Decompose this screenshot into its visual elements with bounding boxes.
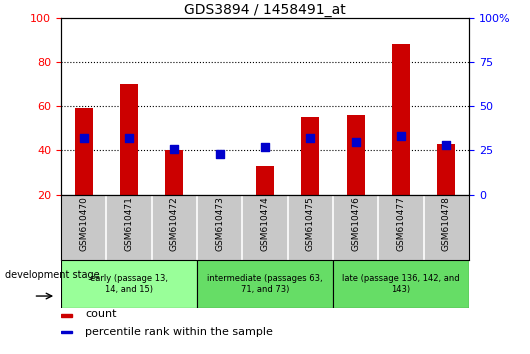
Text: GSM610477: GSM610477 — [396, 196, 405, 251]
Bar — [256, 166, 274, 195]
Text: GSM610474: GSM610474 — [261, 196, 269, 251]
Bar — [61, 331, 73, 333]
Point — [261, 144, 269, 150]
Bar — [392, 44, 410, 195]
Point — [215, 151, 224, 157]
Bar — [197, 260, 333, 308]
Text: early (passage 13,
14, and 15): early (passage 13, 14, and 15) — [90, 274, 168, 294]
Text: GSM610470: GSM610470 — [79, 196, 88, 251]
Point — [397, 133, 405, 139]
Text: development stage: development stage — [5, 270, 100, 280]
Point — [351, 139, 360, 144]
Text: GSM610471: GSM610471 — [125, 196, 134, 251]
Point — [80, 135, 88, 141]
Point — [442, 142, 450, 148]
Title: GDS3894 / 1458491_at: GDS3894 / 1458491_at — [184, 3, 346, 17]
Text: GSM610478: GSM610478 — [442, 196, 451, 251]
Bar — [120, 84, 138, 195]
Text: late (passage 136, 142, and
143): late (passage 136, 142, and 143) — [342, 274, 460, 294]
Bar — [61, 314, 73, 316]
Text: intermediate (passages 63,
71, and 73): intermediate (passages 63, 71, and 73) — [207, 274, 323, 294]
Point — [170, 146, 179, 152]
Bar — [301, 117, 320, 195]
Bar — [61, 260, 197, 308]
Text: count: count — [85, 309, 117, 319]
Point — [125, 135, 133, 141]
Text: GSM610472: GSM610472 — [170, 196, 179, 251]
Text: GSM610475: GSM610475 — [306, 196, 315, 251]
Bar — [75, 108, 93, 195]
Bar — [165, 150, 183, 195]
Point — [306, 135, 315, 141]
Text: GSM610476: GSM610476 — [351, 196, 360, 251]
Bar — [437, 144, 455, 195]
Bar — [333, 260, 469, 308]
Text: percentile rank within the sample: percentile rank within the sample — [85, 327, 273, 337]
Text: GSM610473: GSM610473 — [215, 196, 224, 251]
Bar — [347, 115, 365, 195]
